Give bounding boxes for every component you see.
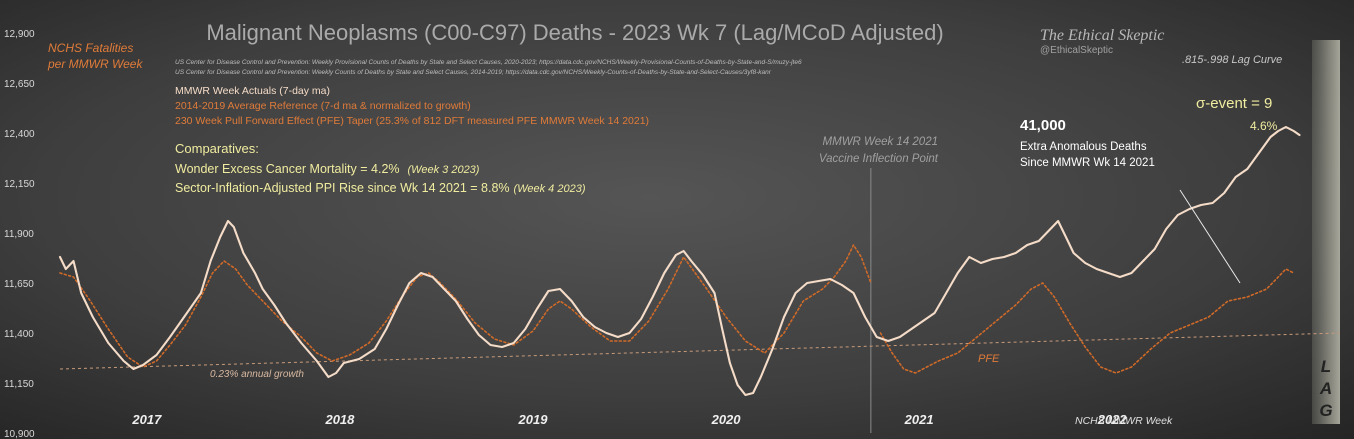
series-line xyxy=(58,125,1301,397)
y-tick-label: 11,900 xyxy=(4,229,34,240)
y-tick-label: 11,400 xyxy=(4,329,34,340)
excess-deaths-number: 41,000 xyxy=(1020,117,1066,134)
sigma-pct: 4.6% xyxy=(1250,119,1278,133)
watermark-handle: @EthicalSkeptic xyxy=(1040,45,1113,56)
sigma-event: σ-event = 9 xyxy=(1196,95,1272,112)
excess-deaths-line2: Since MMWR Wk 14 2021 xyxy=(1020,157,1155,169)
lag-letter-g: G xyxy=(1319,401,1332,420)
y-tick-label: 12,150 xyxy=(4,179,35,190)
y-axis-label-line1: NCHS Fatalities xyxy=(48,41,133,55)
y-tick-label: 11,150 xyxy=(4,379,34,390)
legend-pfe: 230 Week Pull Forward Effect (PFE) Taper… xyxy=(175,115,649,127)
lag-region xyxy=(1312,40,1340,424)
comparatives-title: Comparatives: xyxy=(175,141,259,156)
legend-average: 2014-2019 Average Reference (7-d ma & no… xyxy=(175,100,471,112)
comparative-2: Sector-Inflation-Adjusted PPI Rise since… xyxy=(175,181,586,195)
y-tick-label: 12,650 xyxy=(4,79,35,90)
x-year-label: 2017 xyxy=(131,412,162,427)
x-year-label: 2021 xyxy=(904,412,934,427)
lag-curve-label: .815-.998 Lag Curve xyxy=(1182,54,1282,66)
y-tick-label: 12,900 xyxy=(4,29,35,40)
lag-letter-l: L xyxy=(1321,357,1331,376)
x-year-label: 2022 xyxy=(1097,412,1128,427)
series-layer xyxy=(58,125,1301,397)
x-year-label: 2019 xyxy=(518,412,549,427)
excess-deaths-line1: Extra Anomalous Deaths xyxy=(1020,141,1147,153)
x-year-labels: 2017 2018 2019 2020 2021 2022 xyxy=(131,412,1127,427)
x-year-label: 2020 xyxy=(711,412,742,427)
series-line xyxy=(59,244,872,368)
source-line-1: US Center for Disease Control and Preven… xyxy=(175,59,802,66)
series-line xyxy=(879,268,1295,374)
y-axis: 12,900 12,650 12,400 12,150 11,900 11,650 11,4… xyxy=(4,29,35,439)
x-year-label: 2018 xyxy=(324,412,355,427)
comparative-1: Wonder Excess Cancer Mortality = 4.2% (We… xyxy=(175,162,480,176)
lag-letter-a: A xyxy=(1319,379,1332,398)
watermark: The Ethical Skeptic xyxy=(1040,27,1164,44)
y-tick-label: 11,650 xyxy=(4,279,34,290)
legend-actuals: MMWR Week Actuals (7-day ma) xyxy=(175,85,330,97)
inflection-label-1: MMWR Week 14 2021 xyxy=(823,136,938,148)
inflection-label-2: Vaccine Inflection Point xyxy=(819,153,939,165)
annotation-pointer xyxy=(1179,189,1241,284)
x-axis-label: NCHS MMWR Week xyxy=(1075,415,1173,427)
source-line-2: US Center for Disease Control and Preven… xyxy=(175,69,772,76)
pfe-label: PFE xyxy=(978,353,1000,365)
y-tick-label: 10,900 xyxy=(4,429,35,439)
y-tick-label: 12,400 xyxy=(4,129,35,140)
y-axis-label-line2: per MMWR Week xyxy=(47,57,143,71)
growth-label: 0.23% annual growth xyxy=(210,369,304,380)
chart-title: Malignant Neoplasms (C00-C97) Deaths - 2… xyxy=(206,20,943,45)
